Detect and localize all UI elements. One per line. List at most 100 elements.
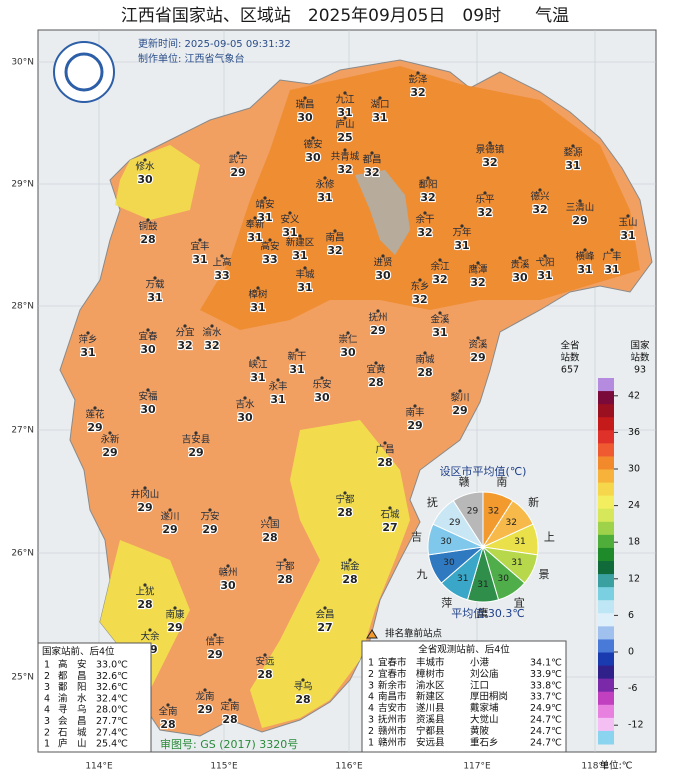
colorbar-cell — [598, 665, 614, 680]
station-value: 31 — [270, 393, 285, 406]
station-value: 32 — [477, 206, 492, 219]
station-name: 铜鼓 — [138, 221, 158, 233]
station-value: 29 — [87, 421, 102, 434]
station-name: 三清山 — [566, 202, 595, 214]
station-name: 共青城 — [331, 151, 360, 163]
station-value: 29 — [452, 404, 467, 417]
station-dot — [388, 506, 392, 510]
station-name: 永新 — [100, 434, 120, 446]
table-cell: 1 — [368, 737, 374, 748]
station-value: 32 — [204, 339, 219, 352]
table-cell: 27.7℃ — [96, 716, 128, 727]
station-name: 都昌 — [362, 155, 381, 166]
station-dot — [93, 406, 97, 410]
cool-zone — [115, 145, 200, 220]
table-cell: 丰城市 — [416, 657, 445, 669]
table-cell: 3 — [44, 682, 50, 693]
table-cell: 刘公庙 — [470, 668, 499, 680]
colorbar-header: 93 — [634, 365, 646, 376]
station-name: 鄱阳 — [418, 179, 437, 191]
table-cell: 石 城 — [58, 727, 87, 738]
colorbar-cell — [598, 626, 614, 640]
station-value: 28 — [140, 233, 155, 246]
station-dot — [483, 191, 487, 195]
pie-label: 赣 — [459, 475, 470, 489]
station-value: 28 — [277, 573, 292, 586]
table-cell: 新余市 — [378, 679, 407, 691]
station-value: 31 — [565, 159, 580, 172]
table-cell: 4 — [44, 693, 50, 704]
station-dot — [253, 216, 257, 220]
pie-value: 32 — [506, 518, 517, 528]
table-cell: 南昌市 — [378, 691, 407, 703]
station-name: 定南 — [220, 701, 239, 713]
colorbar-tick-label: -12 — [628, 720, 644, 731]
colorbar-tick-label: 36 — [628, 427, 640, 438]
station-value: 29 — [102, 446, 117, 459]
colorbar-tick-label: 24 — [628, 500, 640, 511]
station-name: 永修 — [315, 179, 335, 191]
table-cell: 赣州市 — [378, 725, 407, 737]
station-name: 资溪 — [468, 339, 488, 351]
station-dot — [298, 234, 302, 238]
pie-value: 29 — [449, 518, 461, 528]
station-value: 31 — [247, 231, 262, 244]
station-dot — [153, 276, 157, 280]
colorbar-tick-label: 6 — [628, 610, 634, 621]
table-cell: 宜春市 — [378, 657, 407, 669]
station-name: 乐安 — [312, 379, 331, 391]
colorbar-header: 全省 — [560, 340, 579, 352]
station-value: 29 — [197, 703, 212, 716]
station-name: 信丰 — [205, 636, 224, 648]
table-cell: 抚州市 — [378, 714, 407, 726]
station-dot — [416, 71, 420, 75]
station-dot — [378, 96, 382, 100]
table-cell: 2 — [44, 727, 50, 738]
table-cell: 安远县 — [416, 736, 445, 748]
table-cell: 24.7℃ — [530, 726, 562, 737]
station-name: 永丰 — [268, 381, 287, 393]
colorbar-cell — [598, 691, 614, 706]
station-dot — [256, 356, 260, 360]
station-name: 宜丰 — [190, 241, 209, 253]
colorbar-cell — [598, 417, 614, 431]
station-dot — [263, 196, 267, 200]
station-dot — [343, 91, 347, 95]
station-name: 万年 — [452, 227, 472, 239]
station-name: 鹰潭 — [468, 264, 488, 276]
table-cell: 会 昌 — [58, 715, 87, 727]
pie-label: 抚 — [427, 495, 438, 509]
station-dot — [311, 136, 315, 140]
station-value: 32 — [364, 166, 379, 179]
pie-value: 31 — [477, 580, 488, 590]
lon-label: 114°E — [85, 762, 113, 772]
station-name: 井冈山 — [131, 489, 160, 501]
table-cell: 鄱 阳 — [58, 681, 87, 693]
station-dot — [198, 238, 202, 242]
station-dot — [343, 116, 347, 120]
station-value: 32 — [470, 276, 485, 289]
station-value: 31 — [250, 371, 265, 384]
station-name: 瑞金 — [340, 561, 360, 573]
table-cell: 3 — [44, 716, 50, 727]
station-name: 万载 — [145, 279, 165, 291]
station-dot — [166, 703, 170, 707]
station-dot — [148, 628, 152, 632]
station-value: 31 — [432, 326, 447, 339]
table-cell: 25.4℃ — [96, 739, 128, 750]
pie-label: 鹰 — [478, 606, 489, 620]
colorbar-cell — [598, 547, 614, 562]
station-dot — [146, 328, 150, 332]
pie-label: 南 — [496, 476, 507, 489]
colorbar-header: 站数 — [560, 352, 580, 364]
station-dot — [413, 404, 417, 408]
station-value: 31 — [537, 269, 552, 282]
table-cell: 2 — [368, 726, 374, 737]
table-cell: 4 — [368, 692, 374, 703]
station-dot — [256, 286, 260, 290]
table-cell: 江口 — [470, 680, 489, 691]
colorbar-header: 657 — [561, 365, 579, 376]
station-dot — [438, 258, 442, 262]
pie-label: 吉 — [411, 530, 422, 543]
